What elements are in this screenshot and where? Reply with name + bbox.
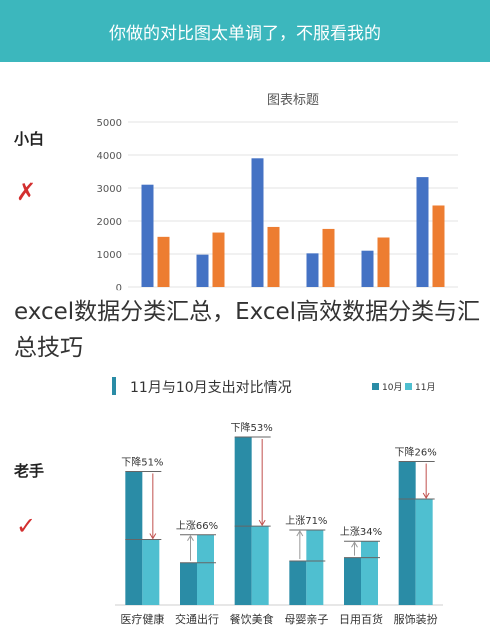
legend-swatch-nov — [405, 383, 412, 390]
overlay-title: excel数据分类汇总，Excel高效数据分类与汇总技巧 — [14, 299, 481, 361]
y-tick-label: 4000 — [97, 151, 122, 162]
legend-label-oct: 10月 — [382, 382, 402, 393]
chart-title: 11月与10月支出对比情况 — [130, 380, 292, 396]
banner-title: 你做的对比图太单调了，不服看我的 — [109, 23, 381, 44]
bar-oct — [125, 471, 143, 605]
check-icon: ✓ — [16, 512, 37, 540]
bar-nov — [197, 534, 214, 605]
category-label: 医疗健康 — [120, 612, 164, 626]
y-tick-label: 3000 — [97, 184, 122, 195]
bar-nov — [306, 530, 324, 605]
bar-oct — [289, 561, 307, 605]
bar-nov — [267, 226, 280, 287]
novice-label: 小白 — [14, 130, 45, 148]
bar-nov — [157, 236, 170, 287]
change-annotation: 下降51% — [121, 455, 163, 468]
arrow-head-up — [187, 534, 194, 542]
bar-nov — [142, 539, 160, 605]
arrow-head-up — [351, 541, 358, 548]
y-tick-label: 5000 — [97, 118, 122, 129]
category-label: 服饰装扮 — [394, 612, 438, 626]
y-tick-label: 2000 — [97, 217, 122, 228]
bar-nov — [251, 526, 269, 605]
bar-oct — [398, 461, 416, 605]
change-annotation: 上涨66% — [176, 520, 218, 532]
legend-label-nov: 11月 — [415, 382, 435, 393]
bar-oct — [180, 562, 197, 605]
category-label: 交通出行 — [175, 612, 219, 626]
bar-oct — [141, 184, 154, 287]
category-label: 餐饮美食 — [230, 612, 274, 626]
category-label: 母婴亲子 — [284, 612, 328, 626]
arrow-head-up — [296, 530, 304, 537]
bar-nov — [361, 541, 378, 605]
bar-nov — [415, 499, 433, 605]
chart-title: 图表标题 — [267, 93, 319, 108]
change-annotation: 上涨34% — [340, 526, 382, 538]
change-annotation: 下降53% — [231, 421, 273, 434]
change-annotation: 下降26% — [395, 446, 437, 459]
bar-oct — [306, 253, 319, 287]
bar-oct — [416, 177, 429, 287]
cross-icon: ✗ — [16, 178, 37, 206]
arrow-head-down — [258, 519, 266, 527]
category-label: 日用百货 — [339, 612, 383, 626]
bar-nov — [322, 228, 335, 287]
banner: 你做的对比图太单调了，不服看我的 — [0, 0, 490, 62]
bar-oct — [344, 557, 361, 605]
bar-oct — [251, 158, 264, 287]
arrow-head-down — [149, 533, 157, 540]
y-tick-label: 0 — [116, 283, 122, 294]
title-overlay — [0, 290, 490, 374]
title-accent-bar — [112, 377, 116, 395]
arrow-head-down — [422, 492, 430, 500]
bar-oct — [196, 254, 209, 287]
bar-nov — [377, 237, 390, 287]
bar-oct — [361, 250, 374, 287]
bar-nov — [212, 232, 225, 287]
y-tick-label: 1000 — [97, 250, 122, 261]
expert-label: 老手 — [14, 462, 45, 480]
change-annotation: 上涨71% — [285, 515, 327, 527]
legend-swatch-oct — [372, 383, 379, 390]
bar-oct — [234, 437, 252, 605]
bar-nov — [432, 205, 445, 287]
